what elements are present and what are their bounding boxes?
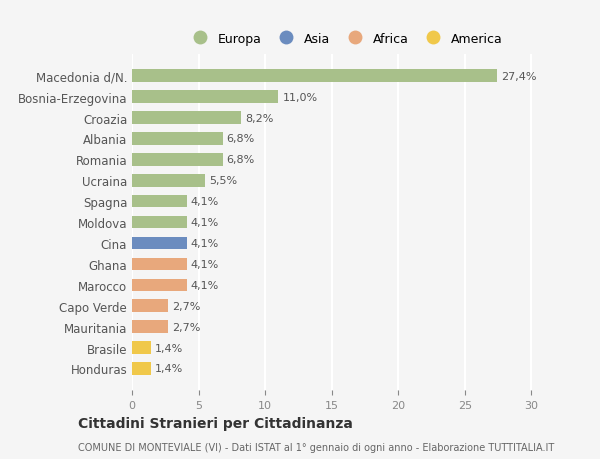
- Bar: [132, 321, 168, 333]
- Text: 5,5%: 5,5%: [209, 176, 238, 186]
- Bar: [132, 91, 278, 104]
- Bar: [132, 363, 151, 375]
- Text: 4,1%: 4,1%: [191, 218, 219, 228]
- Text: 2,7%: 2,7%: [172, 301, 200, 311]
- Bar: [132, 300, 168, 312]
- Text: 27,4%: 27,4%: [501, 72, 536, 82]
- Bar: [132, 154, 223, 166]
- Text: 4,1%: 4,1%: [191, 197, 219, 207]
- Text: COMUNE DI MONTEVIALE (VI) - Dati ISTAT al 1° gennaio di ogni anno - Elaborazione: COMUNE DI MONTEVIALE (VI) - Dati ISTAT a…: [78, 442, 554, 452]
- Bar: [132, 174, 205, 187]
- Bar: [132, 216, 187, 229]
- Bar: [132, 70, 497, 83]
- Text: 8,2%: 8,2%: [245, 113, 274, 123]
- Text: 6,8%: 6,8%: [227, 134, 255, 144]
- Text: 4,1%: 4,1%: [191, 239, 219, 248]
- Text: 1,4%: 1,4%: [155, 343, 183, 353]
- Text: 2,7%: 2,7%: [172, 322, 200, 332]
- Bar: [132, 237, 187, 250]
- Legend: Europa, Asia, Africa, America: Europa, Asia, Africa, America: [182, 28, 508, 51]
- Bar: [132, 133, 223, 146]
- Bar: [132, 258, 187, 271]
- Text: 11,0%: 11,0%: [283, 92, 317, 102]
- Text: 1,4%: 1,4%: [155, 364, 183, 374]
- Text: Cittadini Stranieri per Cittadinanza: Cittadini Stranieri per Cittadinanza: [78, 416, 353, 430]
- Text: 6,8%: 6,8%: [227, 155, 255, 165]
- Text: 4,1%: 4,1%: [191, 280, 219, 290]
- Bar: [132, 196, 187, 208]
- Bar: [132, 341, 151, 354]
- Bar: [132, 279, 187, 291]
- Bar: [132, 112, 241, 124]
- Text: 4,1%: 4,1%: [191, 259, 219, 269]
